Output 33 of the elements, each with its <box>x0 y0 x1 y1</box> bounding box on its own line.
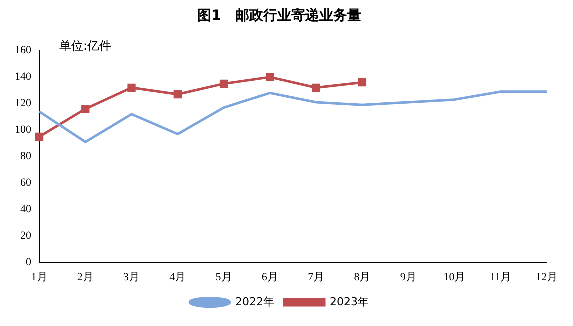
x-tick-label: 2月 <box>77 271 94 284</box>
x-tick-label: 5月 <box>216 271 232 284</box>
x-tick-label: 6月 <box>262 271 278 284</box>
point <box>266 73 274 82</box>
x-tick-label: 8月 <box>354 271 371 284</box>
y-tick-label: 20 <box>20 230 32 242</box>
point <box>174 90 182 99</box>
point <box>220 80 228 88</box>
y-tick-label: 40 <box>20 204 32 216</box>
point <box>128 84 136 92</box>
legend-label: 2022年 <box>236 295 275 308</box>
point <box>82 105 90 114</box>
chart-title: 图1 邮政行业寄递业务量 <box>198 7 362 24</box>
y-tick-label: 80 <box>20 150 32 163</box>
y-tick-label: 60 <box>20 177 32 190</box>
x-tick-label: 10月 <box>444 271 466 284</box>
x-tick-label: 4月 <box>170 271 186 284</box>
y-tick-label: 160 <box>15 44 32 57</box>
x-tick-label: 12月 <box>536 271 558 284</box>
y-tick-label: 0 <box>26 256 32 269</box>
y-tick-label: 120 <box>15 98 32 110</box>
point <box>358 78 367 87</box>
point <box>312 84 320 92</box>
x-tick-label: 3月 <box>124 271 140 284</box>
point <box>35 132 44 142</box>
annotation: 单位:亿件 <box>60 38 112 53</box>
x-tick-label: 9月 <box>400 271 417 284</box>
y-tick-label: 100 <box>15 124 32 136</box>
y-tick-label: 140 <box>15 71 32 84</box>
x-tick-label: 1月 <box>31 271 48 284</box>
x-tick-label: 7月 <box>308 271 325 284</box>
legend-label: 2023年 <box>330 295 369 308</box>
x-tick-label: 11月 <box>490 271 512 284</box>
